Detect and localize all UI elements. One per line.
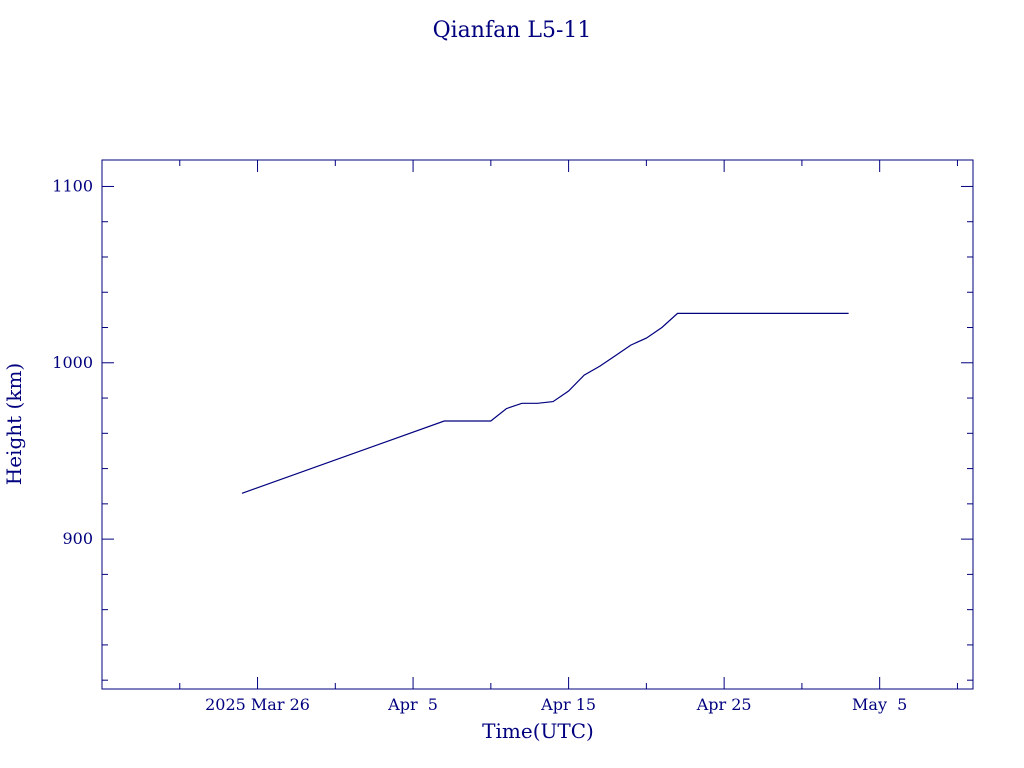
y-tick-label: 1100 — [52, 176, 93, 195]
x-tick-label: Apr 5 — [387, 695, 438, 714]
y-axis-ticks — [102, 185, 973, 681]
x-tick-label: May 5 — [852, 695, 907, 714]
x-tick-label: Apr 15 — [540, 695, 596, 714]
series-group — [241, 312, 849, 494]
plot-frame — [101, 159, 974, 690]
series-line — [241, 312, 849, 494]
chart-title: Qianfan L5-11 — [433, 18, 592, 43]
x-axis-label: Time(UTC) — [482, 719, 594, 743]
x-axis-tick-labels: 2025 Mar 26 Apr 5 Apr 15 Apr 25 May 5 — [205, 695, 907, 714]
y-axis-label: Height (km) — [2, 363, 26, 485]
x-tick-label: 2025 Mar 26 — [205, 695, 310, 714]
y-tick-label: 1000 — [52, 353, 93, 372]
y-axis-tick-labels: 900 1000 1100 — [52, 176, 93, 548]
x-axis-ticks — [101, 160, 958, 689]
y-tick-label: 900 — [62, 529, 93, 548]
x-tick-label: Apr 25 — [696, 695, 752, 714]
